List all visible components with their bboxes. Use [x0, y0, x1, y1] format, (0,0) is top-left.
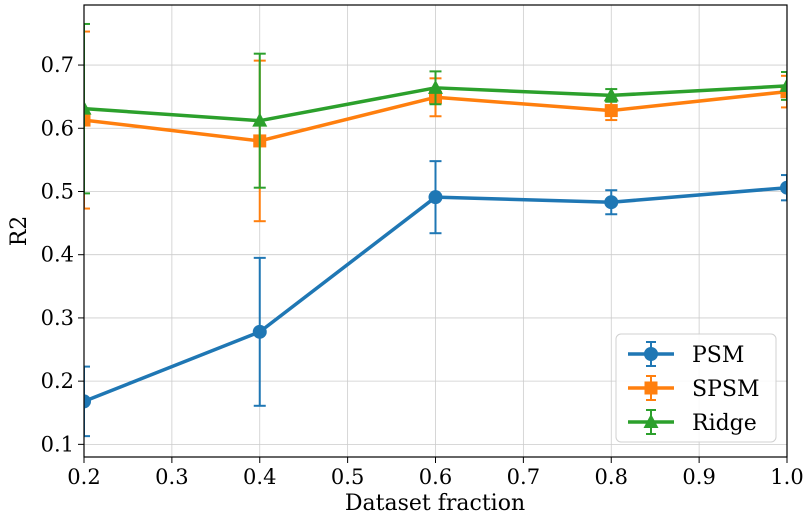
data-point [428, 190, 443, 205]
y-tick-label: 0.5 [41, 179, 74, 203]
legend-entry-ridge: Ridge [628, 409, 757, 436]
data-point [252, 112, 268, 127]
x-tick-label: 0.5 [331, 465, 364, 489]
legend-entry-psm: PSM [628, 341, 744, 368]
y-tick-label: 0.1 [41, 432, 74, 456]
x-tick-label: 1.0 [770, 465, 803, 489]
y-tick-label: 0.2 [41, 369, 74, 393]
legend-label: PSM [692, 343, 744, 368]
legend-entry-spsm: SPSM [628, 375, 759, 402]
x-tick-label: 0.3 [155, 465, 188, 489]
y-tick-label: 0.6 [41, 116, 74, 140]
x-tick-label: 0.7 [507, 465, 540, 489]
data-point [252, 324, 267, 339]
x-tick-label: 0.4 [243, 465, 276, 489]
data-point [604, 195, 619, 210]
x-tick-label: 0.2 [67, 465, 100, 489]
data-point [428, 79, 443, 94]
legend-marker [643, 414, 659, 428]
legend-marker [644, 381, 658, 395]
series-psm [84, 160, 787, 438]
data-point [84, 113, 91, 127]
tick-layer: 0.2 0.3 0.4 0.5 0.6 0.7 0.8 0.9 1.0 0.1 0.2 0.3 0.4 0… [41, 53, 804, 489]
y-tick-label: 0.7 [41, 53, 74, 77]
x-tick-label: 0.8 [595, 465, 628, 489]
series-layer [84, 22, 787, 438]
legend-marker [644, 347, 658, 361]
x-tick-label: 0.6 [419, 465, 452, 489]
data-point [603, 87, 619, 102]
series-ridge [84, 22, 787, 195]
x-tick-label: 0.9 [682, 465, 715, 489]
legend-label: Ridge [692, 411, 757, 436]
x-axis-label: Dataset fraction [345, 491, 525, 515]
data-point [779, 77, 787, 92]
data-point [84, 394, 91, 409]
legend: PSM SPSM Ridge [615, 333, 777, 443]
y-axis-label: R2 [7, 216, 32, 247]
legend-label: SPSM [692, 377, 759, 402]
data-point [604, 104, 618, 118]
y-tick-label: 0.4 [41, 243, 74, 267]
data-point [84, 100, 92, 115]
y-tick-label: 0.3 [41, 306, 74, 330]
legend-box [615, 333, 777, 443]
data-point [780, 180, 787, 195]
